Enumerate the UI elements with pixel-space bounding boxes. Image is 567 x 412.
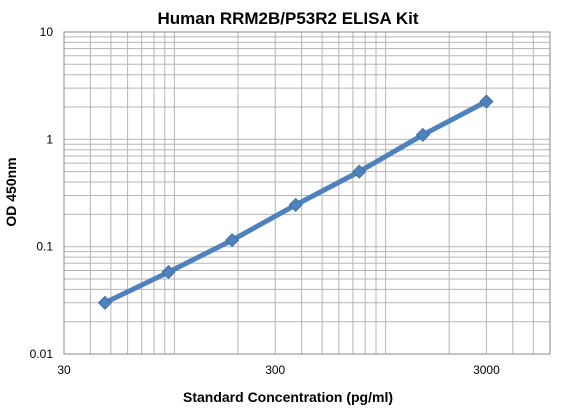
data-point-marker (288, 197, 303, 212)
y-tick-label: 0.1 (36, 240, 53, 254)
data-point-marker (352, 164, 367, 179)
data-point-marker (97, 295, 113, 310)
x-axis-label: Standard Concentration (pg/ml) (183, 389, 393, 405)
data-point-marker (161, 264, 176, 280)
x-tick-labels: 30 300 3000 (57, 363, 500, 377)
data-point-marker (415, 127, 430, 142)
plot-area-border (63, 31, 551, 355)
y-axis-label: OD 450nm (3, 157, 19, 226)
y-tick-labels: 10 1 0.1 0.01 (30, 25, 54, 361)
y-tick-label: 0.01 (30, 347, 54, 361)
data-series (97, 94, 494, 310)
x-tick-label: 300 (265, 363, 285, 377)
y-tick-label: 1 (46, 132, 53, 146)
data-point-marker (479, 94, 494, 109)
grid-lines (64, 32, 550, 354)
chart-title: Human RRM2B/P53R2 ELISA Kit (157, 9, 418, 28)
data-point-marker (225, 233, 240, 248)
x-tick-label: 30 (57, 363, 71, 377)
y-tick-label: 10 (40, 25, 54, 39)
x-tick-label: 3000 (473, 363, 500, 377)
